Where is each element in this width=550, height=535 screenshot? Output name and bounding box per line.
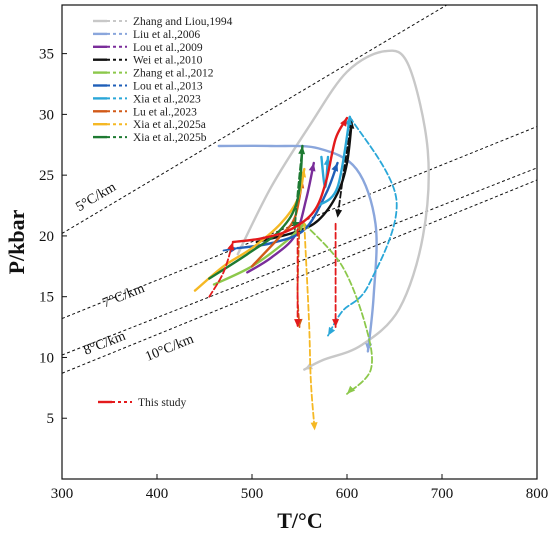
x-tick-label: 700: [431, 486, 454, 502]
path-arrowhead: [332, 319, 340, 328]
path-arrowhead: [328, 326, 336, 336]
y-axis-title: P/kbar: [4, 209, 29, 274]
legend-label: Xia et al.,2025a: [133, 119, 206, 131]
plot-frame: [61, 4, 538, 480]
y-tick-label: 30: [39, 107, 54, 123]
geotherm-line: [62, 5, 448, 234]
pt-path: [317, 115, 351, 207]
legend-label: Xia et al.,2023: [133, 93, 201, 105]
legend-label: Zhang et al.,2012: [133, 68, 214, 80]
legend-label: Lou et al.,2013: [133, 81, 203, 93]
pt-path: [255, 119, 353, 244]
x-tick-label: 600: [336, 486, 359, 502]
legend-label: Wei et al.,2010: [133, 55, 203, 67]
x-tick-label: 400: [146, 486, 169, 502]
pt-path: [303, 222, 373, 395]
x-tick-label: 300: [51, 486, 74, 502]
geotherm-line: [62, 126, 537, 320]
legend-label: Xia et al.,2025b: [133, 132, 207, 144]
y-tick-label: 10: [39, 350, 54, 366]
geotherm-line: [62, 167, 537, 356]
pt-path: [217, 144, 378, 353]
pt-path: [246, 161, 315, 274]
x-axis-title: T/°C: [277, 508, 322, 533]
pt-path: [327, 115, 398, 337]
geotherm-line: [62, 179, 537, 374]
path-arrowhead: [347, 385, 356, 394]
legend-label: This study: [138, 397, 186, 409]
y-tick-label: 25: [39, 168, 54, 184]
path-arrowhead: [310, 422, 318, 431]
x-tick-label: 500: [241, 486, 264, 502]
geotherm-label: 7°C/km: [101, 281, 147, 311]
y-tick-label: 35: [39, 47, 54, 63]
y-tick-label: 15: [39, 290, 54, 306]
legend-label: Lou et al.,2009: [133, 42, 203, 54]
legend-label: Liu et al.,2006: [133, 29, 200, 41]
path-arrowhead: [335, 209, 343, 218]
pt-path: [208, 241, 234, 298]
legend-label: Lu et al.,2023: [133, 106, 197, 118]
path-arrowhead: [227, 242, 234, 251]
plot-area: [62, 5, 537, 432]
legend-label: Zhang and Liou,1994: [133, 16, 233, 28]
path-arrowhead: [331, 163, 338, 172]
pt-path: [231, 116, 349, 244]
pt-path: [336, 119, 353, 219]
pt-path: [236, 49, 430, 371]
geotherm-label: 5°C/km: [73, 180, 118, 215]
geotherm-label: 8°C/km: [82, 329, 128, 359]
x-tick-label: 800: [526, 486, 549, 502]
pt-path: [303, 222, 316, 432]
y-tick-label: 20: [39, 229, 54, 245]
path-arrowhead: [340, 118, 347, 127]
pt-path: [208, 144, 304, 280]
path-arrowhead: [294, 319, 302, 328]
path-arrowhead: [308, 163, 316, 172]
y-tick-label: 5: [47, 411, 55, 427]
